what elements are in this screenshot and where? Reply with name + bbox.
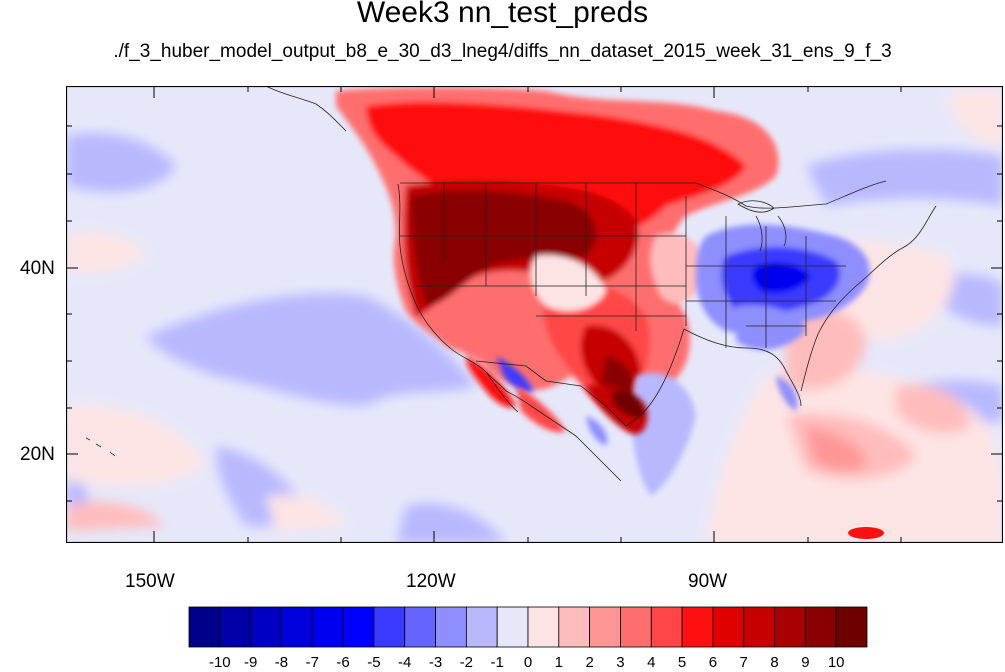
- colorbar-swatch: [496, 606, 529, 648]
- colorbar-swatch: [281, 606, 313, 648]
- colorbar-swatch: [835, 606, 868, 648]
- colorbar-swatch: [804, 606, 837, 648]
- colorbar-swatch: [404, 606, 436, 648]
- colorbar-tick-label: -2: [459, 654, 474, 671]
- colorbar-tick-label: 0: [523, 654, 533, 671]
- colorbar-swatch: [743, 606, 775, 648]
- colorbar-swatch: [620, 606, 652, 648]
- colorbar-tick-label: -8: [274, 654, 289, 671]
- colorbar-swatch: [342, 606, 375, 648]
- colorbar-swatch: [373, 606, 406, 648]
- lon-label-150w: 150W: [125, 571, 175, 592]
- lon-label-120w: 120W: [406, 571, 456, 592]
- colorbar-swatch: [774, 606, 806, 648]
- colorbar-swatch: [681, 606, 714, 648]
- plot-title: Week3 nn_test_preds: [356, 0, 649, 29]
- colorbar-tick-label: -4: [398, 654, 412, 671]
- map-panel: [66, 86, 1003, 543]
- colorbar-tick-label: 6: [708, 654, 718, 671]
- colorbar-tick-label: 10: [827, 654, 845, 671]
- lat-label-20n: 20N: [20, 444, 55, 465]
- colorbar-tick-label: -6: [336, 654, 350, 671]
- colorbar: [188, 606, 868, 648]
- colorbar-swatch: [712, 606, 745, 648]
- anomaly-map: [66, 86, 1003, 543]
- colorbar-swatch: [435, 606, 467, 648]
- colorbar-tick-label: 8: [770, 654, 779, 671]
- colorbar-tick-label: 3: [616, 654, 625, 671]
- colorbar-tick-label: -1: [490, 654, 504, 671]
- lon-label-90w: 90W: [688, 571, 728, 592]
- colorbar-tick-label: 7: [739, 654, 748, 671]
- plot-subtitle: ./f_3_huber_model_output_b8_e_30_d3_lneg…: [113, 41, 892, 62]
- colorbar-swatch: [589, 606, 621, 648]
- colorbar-tick-label: -7: [305, 654, 319, 671]
- colorbar-tick-label: 5: [677, 654, 687, 671]
- colorbar-swatch: [527, 606, 560, 648]
- colorbar-swatch: [465, 606, 498, 648]
- colorbar-tick-label: 2: [585, 654, 594, 671]
- colorbar-swatch: [188, 606, 221, 648]
- colorbar-swatch: [558, 606, 591, 648]
- colorbar-tick-label: 9: [801, 654, 810, 671]
- colorbar-tick-label: 1: [554, 654, 563, 671]
- colorbar-swatch: [219, 606, 252, 648]
- colorbar-swatch: [250, 606, 282, 648]
- colorbar-tick-label: -10: [208, 654, 231, 671]
- colorbar-tick-label: 4: [647, 654, 656, 671]
- colorbar-tick-label: -5: [367, 654, 381, 671]
- colorbar-tick-label: -9: [243, 654, 258, 671]
- colorbar-swatch: [650, 606, 683, 648]
- colorbar-swatch: [311, 606, 344, 648]
- colorbar-tick-label: -3: [428, 654, 443, 671]
- lat-label-40n: 40N: [20, 258, 55, 279]
